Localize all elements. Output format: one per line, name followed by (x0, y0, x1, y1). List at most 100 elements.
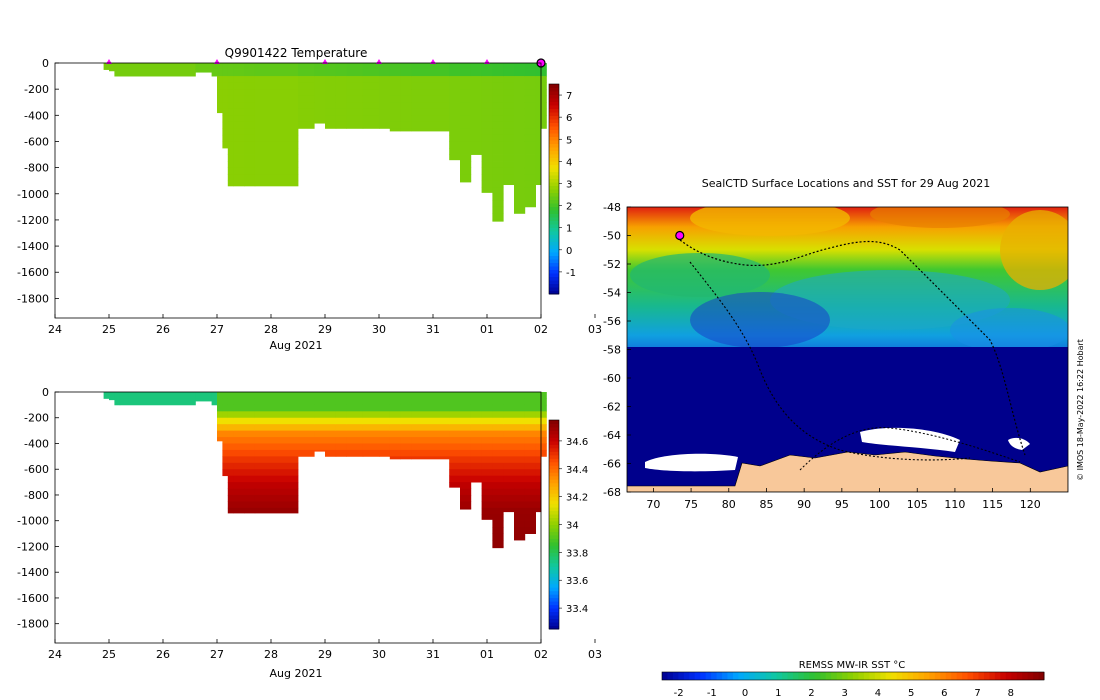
temperature-cell (470, 148, 482, 155)
salinity-cell (298, 392, 315, 399)
salinity-colorbar-segment (549, 465, 559, 470)
sst-colorbar-segment (716, 672, 723, 680)
salinity-cell (514, 507, 526, 515)
temperature-cell (535, 82, 542, 90)
salinity-cell (492, 398, 504, 406)
salinity-cell (222, 437, 229, 444)
salinity-cell (503, 507, 515, 513)
temperature-cell (119, 63, 196, 70)
sst-colorbar-tick-label: 1 (775, 688, 781, 699)
salinity-cell (492, 430, 504, 438)
sst-colorbar-segment (760, 672, 767, 680)
temperature-cell (254, 102, 299, 110)
salinity-cell (254, 449, 299, 457)
salinity-colorbar-segment (549, 580, 559, 585)
salinity-cell (449, 430, 461, 438)
temperature-cell (541, 82, 547, 90)
salinity-cell (460, 488, 472, 496)
temperature-y-axis: 0 -200 -400 -600 -800 -1000 -1200 -1400 -1600 -18… (17, 57, 59, 305)
salinity-cell (195, 398, 212, 402)
salinity-cell (244, 449, 256, 457)
temperature-cell (233, 108, 245, 116)
temperature-cell (492, 121, 504, 129)
salinity-y-tick-label: -1800 (17, 618, 49, 631)
salinity-cell (254, 488, 299, 496)
temperature-cell (492, 102, 504, 110)
salinity-cell (222, 449, 229, 457)
salinity-cell (411, 456, 450, 460)
temperature-cell (362, 95, 380, 103)
sst-colorbar-segment (874, 672, 881, 680)
temperature-cell (298, 95, 315, 103)
salinity-cell (535, 424, 542, 432)
salinity-x-tick-label: 27 (210, 648, 224, 661)
temperature-x-tick-label: 29 (318, 323, 332, 336)
temperature-cell (227, 134, 234, 142)
temperature-cell (400, 121, 412, 129)
temperature-cell (254, 134, 299, 142)
salinity-cell (535, 507, 542, 513)
temperature-cell (535, 128, 542, 136)
temperature-colorbar-segment (549, 98, 559, 102)
salinity-colorbar-segment (549, 489, 559, 494)
temperature-x-tick-label: 30 (372, 323, 386, 336)
sst-colorbar-segment (809, 672, 816, 680)
salinity-colorbar-segment (549, 569, 559, 574)
salinity-cell (481, 475, 493, 483)
sst-colorbar-segment (1016, 672, 1023, 680)
salinity-cell (514, 430, 526, 438)
salinity-colorbar-segment (549, 510, 559, 515)
salinity-colorbar-tick-label: 34.2 (566, 493, 588, 504)
temperature-cell (492, 200, 504, 208)
temperature-y-tick-label: 0 (42, 57, 49, 70)
temperature-cell (411, 102, 450, 110)
sst-colorbar-label: REMSS MW-IR SST °C (799, 660, 906, 671)
temperature-cell (314, 102, 326, 110)
map-lat-tick-label: -54 (603, 287, 621, 300)
temperature-cell (254, 69, 299, 77)
temperature-cell (227, 128, 234, 136)
salinity-cell (233, 469, 245, 477)
salinity-cell (254, 494, 299, 502)
sst-colorbar-segment (700, 672, 707, 680)
salinity-cell (460, 456, 472, 464)
salinity-xlabel: Aug 2021 (270, 667, 323, 680)
temperature-cell (362, 108, 380, 116)
temperature-cell (541, 121, 547, 129)
salinity-cell (298, 443, 315, 451)
sst-colorbar-segment (727, 672, 734, 680)
salinity-cell (227, 430, 234, 438)
temperature-colorbar-tick-label: 2 (566, 202, 572, 213)
temperature-cell (514, 63, 526, 70)
temperature-cell (492, 108, 504, 116)
salinity-colorbar-segment (549, 587, 559, 592)
salinity-cell (492, 437, 504, 444)
salinity-cell (541, 430, 547, 438)
temperature-cell (227, 121, 234, 129)
sst-colorbar-segment (694, 672, 701, 680)
salinity-cell (470, 404, 482, 412)
salinity-cell (449, 411, 461, 419)
temperature-cell (217, 82, 223, 90)
temperature-cell (470, 82, 482, 90)
salinity-cell (492, 469, 504, 477)
map-title: SealCTD Surface Locations and SST for 29… (702, 177, 991, 190)
salinity-cell (298, 449, 315, 457)
temperature-cell (541, 76, 547, 84)
salinity-cell (524, 456, 536, 464)
temperature-cell (244, 69, 256, 77)
temperature-cell (492, 134, 504, 142)
temperature-x-tick-label: 26 (156, 323, 170, 336)
salinity-cell (524, 462, 536, 470)
temperature-cell (400, 128, 412, 132)
temperature-cell (411, 115, 450, 123)
salinity-cell (217, 392, 223, 399)
salinity-colorbar-segment (549, 555, 559, 560)
temperature-cell (503, 69, 515, 77)
salinity-colorbar-segment (549, 548, 559, 553)
temperature-cell (524, 82, 536, 90)
temperature-cell (460, 128, 472, 136)
sst-warm-patch (1000, 210, 1068, 290)
temperature-x-tick-label: 02 (534, 323, 548, 336)
temperature-cell (400, 102, 412, 110)
